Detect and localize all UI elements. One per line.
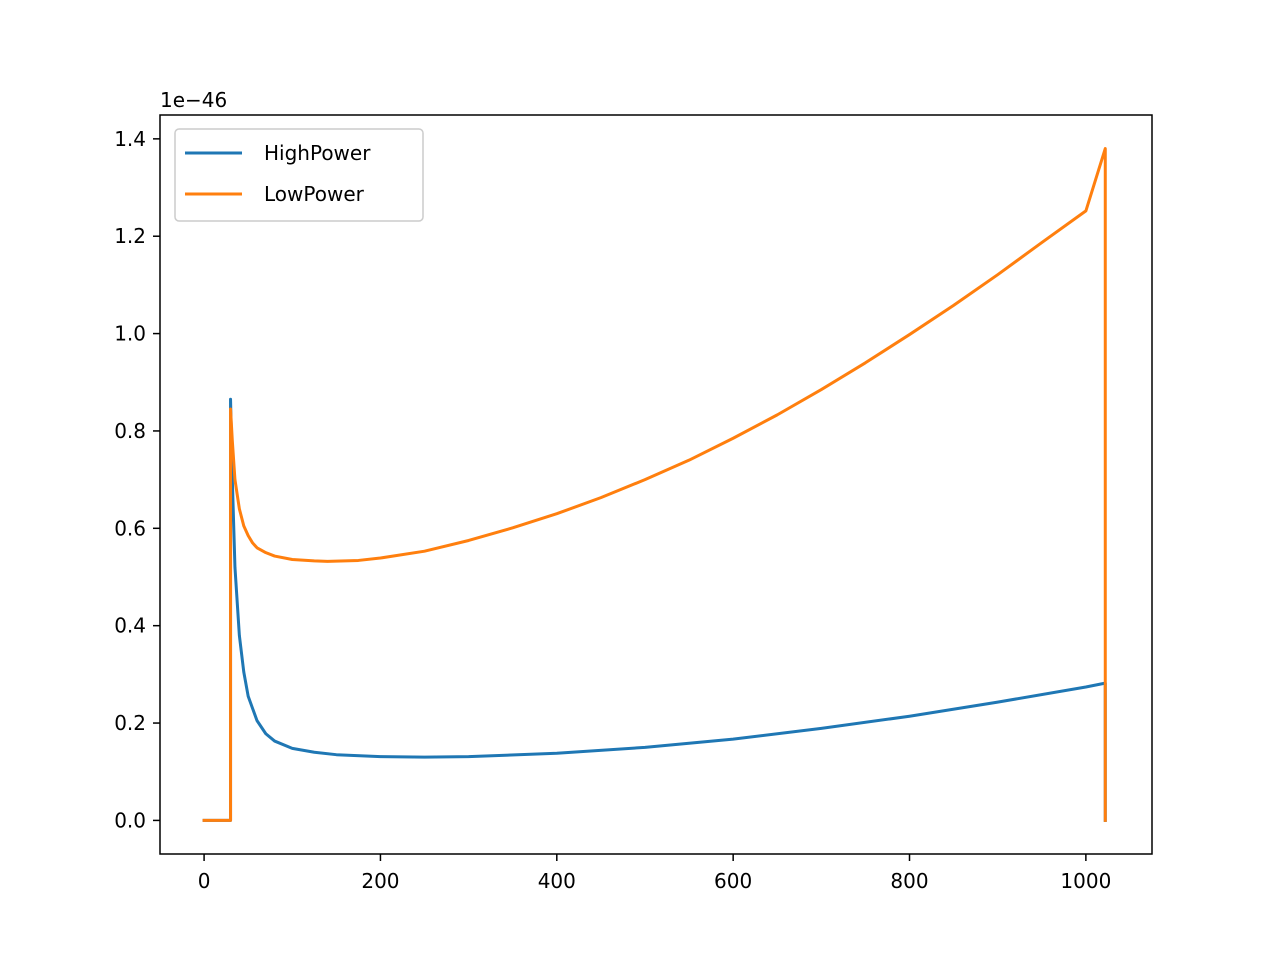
y-tick-label: 1.0 bbox=[114, 322, 146, 346]
y-tick-label: 0.2 bbox=[114, 711, 146, 735]
axes-frame bbox=[159, 114, 1153, 855]
series-line-highpower bbox=[202, 397, 1107, 822]
legend-label-lowpower: LowPower bbox=[264, 182, 365, 206]
x-axis: 0 200 400 600 800 1000 bbox=[198, 854, 1111, 893]
plot-lines bbox=[202, 147, 1107, 822]
x-tick-label: 400 bbox=[538, 869, 576, 893]
y-axis-offset-text: 1e−46 bbox=[160, 88, 227, 112]
y-tick-label: 1.2 bbox=[114, 224, 146, 248]
y-axis: 0.0 0.2 0.4 0.6 0.8 1.0 1.2 1.4 bbox=[114, 127, 160, 832]
y-tick-label: 1.4 bbox=[114, 127, 146, 151]
x-tick-label: 200 bbox=[361, 869, 399, 893]
legend: HighPower LowPower bbox=[174, 128, 424, 222]
y-tick-label: 0.8 bbox=[114, 419, 146, 443]
series-line-lowpower bbox=[202, 147, 1107, 822]
y-tick-label: 0.4 bbox=[114, 614, 146, 638]
x-tick-label: 800 bbox=[890, 869, 928, 893]
legend-label-highpower: HighPower bbox=[264, 141, 371, 165]
y-tick-label: 0.6 bbox=[114, 516, 146, 540]
x-tick-label: 600 bbox=[714, 869, 752, 893]
y-tick-label: 0.0 bbox=[114, 808, 146, 832]
x-tick-label: 1000 bbox=[1060, 869, 1111, 893]
x-tick-label: 0 bbox=[198, 869, 211, 893]
